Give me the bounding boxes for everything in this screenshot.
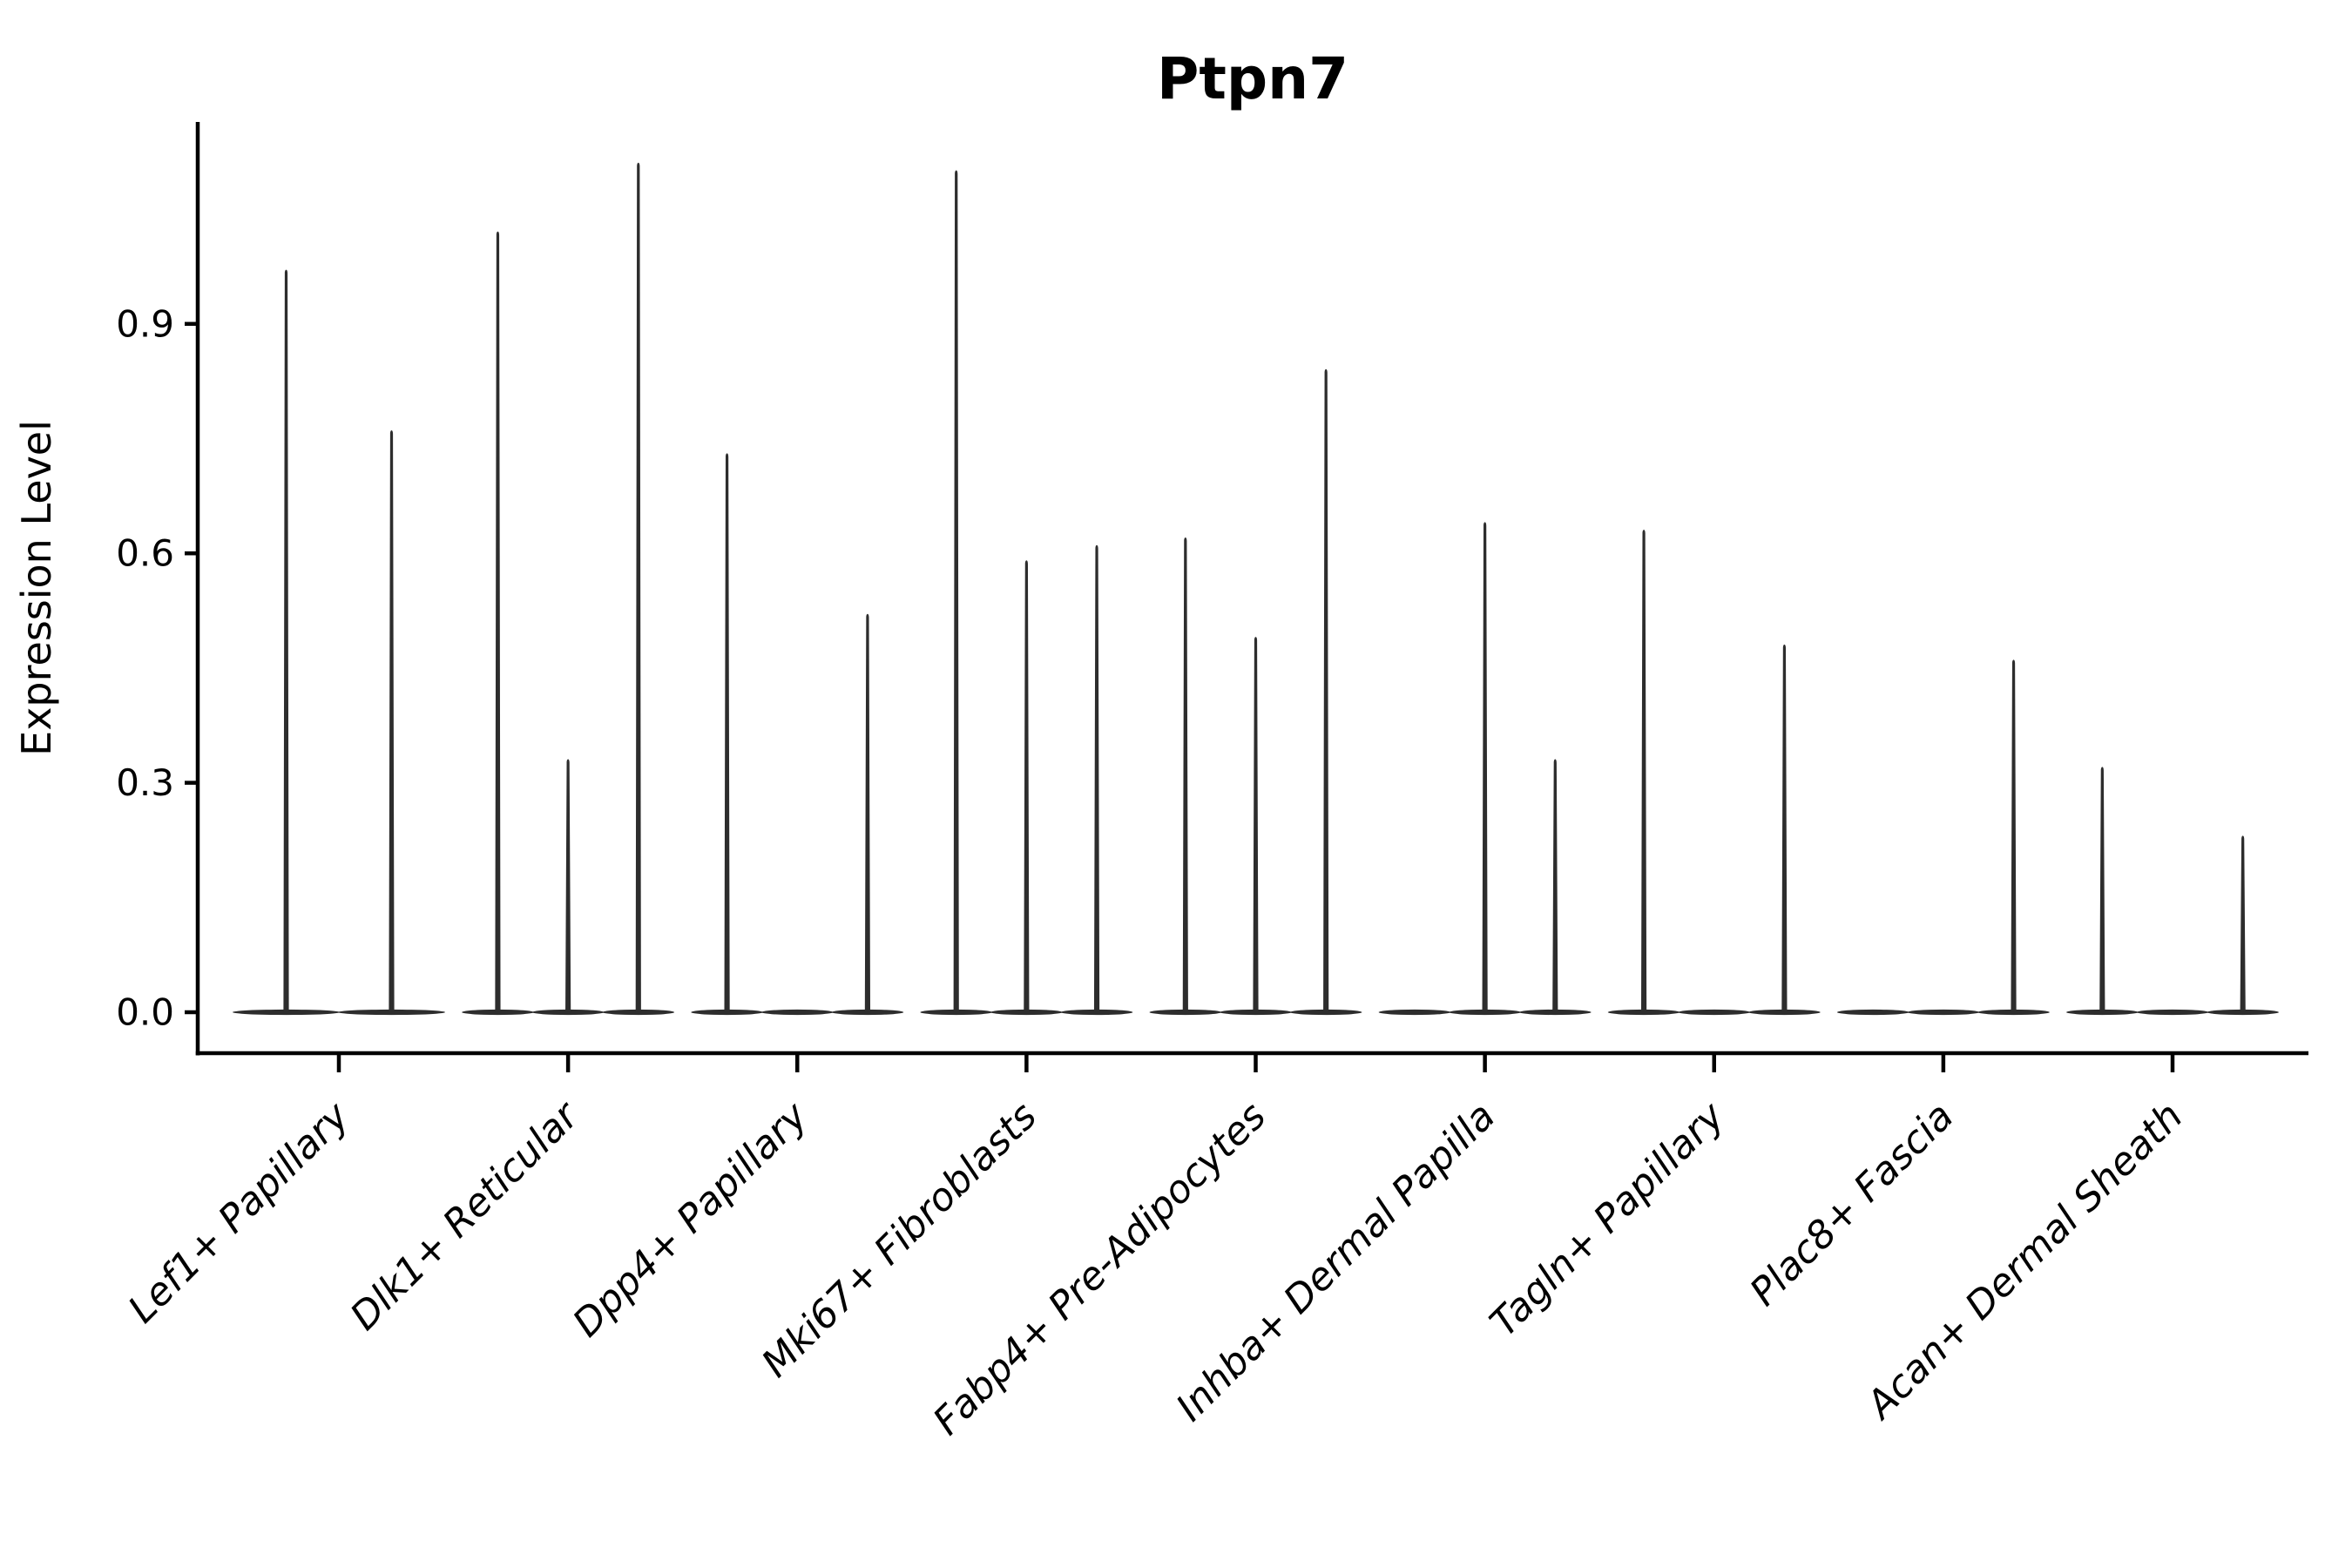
x-tick-label: Plac8+ Fascia [1741, 1094, 1962, 1315]
violin-spike [864, 613, 871, 1012]
x-tick-label: Dlk1+ Reticular [342, 1092, 589, 1339]
x-tick-label: Lef1+ Papillary [120, 1093, 359, 1332]
violin-base [1836, 1009, 1909, 1016]
violin-group [1378, 522, 1592, 1016]
violin-group [1149, 368, 1362, 1016]
chart-title: Ptpn7 [1157, 45, 1348, 112]
violin-base [1378, 1009, 1451, 1016]
violin-spike [389, 430, 395, 1012]
violin-base [1907, 1009, 1980, 1016]
violin-spike [1182, 537, 1188, 1012]
y-tick-label: 0.6 [116, 532, 174, 575]
violin-spike [1552, 759, 1558, 1012]
y-tick-label: 0.9 [116, 302, 174, 345]
violins-layer [233, 162, 2280, 1016]
y-axis: 0.0 0.3 0.6 0.9 [116, 302, 198, 1034]
violin-spike [1024, 560, 1030, 1012]
violin-group [233, 269, 445, 1016]
violin-base [760, 1009, 834, 1016]
violin-spike [1640, 530, 1647, 1012]
violin-group [1607, 530, 1821, 1016]
violin-spike [2011, 659, 2017, 1012]
violin-spike [1323, 368, 1329, 1012]
violin-spike [2099, 767, 2105, 1012]
y-axis-label: Expression Level [13, 420, 60, 756]
violin-spike [495, 231, 501, 1012]
y-tick-label: 0.0 [116, 991, 174, 1034]
violin-spike [724, 453, 730, 1012]
violin-group [462, 162, 675, 1016]
violin-group [920, 170, 1133, 1016]
violin-group [691, 453, 904, 1016]
x-tick-label: Tagln+ Papillary [1482, 1093, 1734, 1345]
violin-spike [1781, 644, 1788, 1012]
violin-base [2136, 1009, 2209, 1016]
violin-base [1678, 1009, 1751, 1016]
violin-spike [565, 759, 571, 1012]
violin-spike [953, 170, 959, 1012]
violin-spike [2240, 835, 2246, 1012]
x-tick-label: Dpp4+ Papillary [564, 1093, 817, 1346]
y-tick-label: 0.3 [116, 761, 174, 804]
violin-spike [1482, 522, 1488, 1012]
violin-spike [283, 269, 289, 1012]
violin-group [1836, 659, 2050, 1016]
violin-group [2066, 767, 2280, 1016]
violin-spike [1093, 544, 1100, 1012]
violin-spike [1253, 637, 1259, 1012]
violin-spike [635, 162, 641, 1013]
